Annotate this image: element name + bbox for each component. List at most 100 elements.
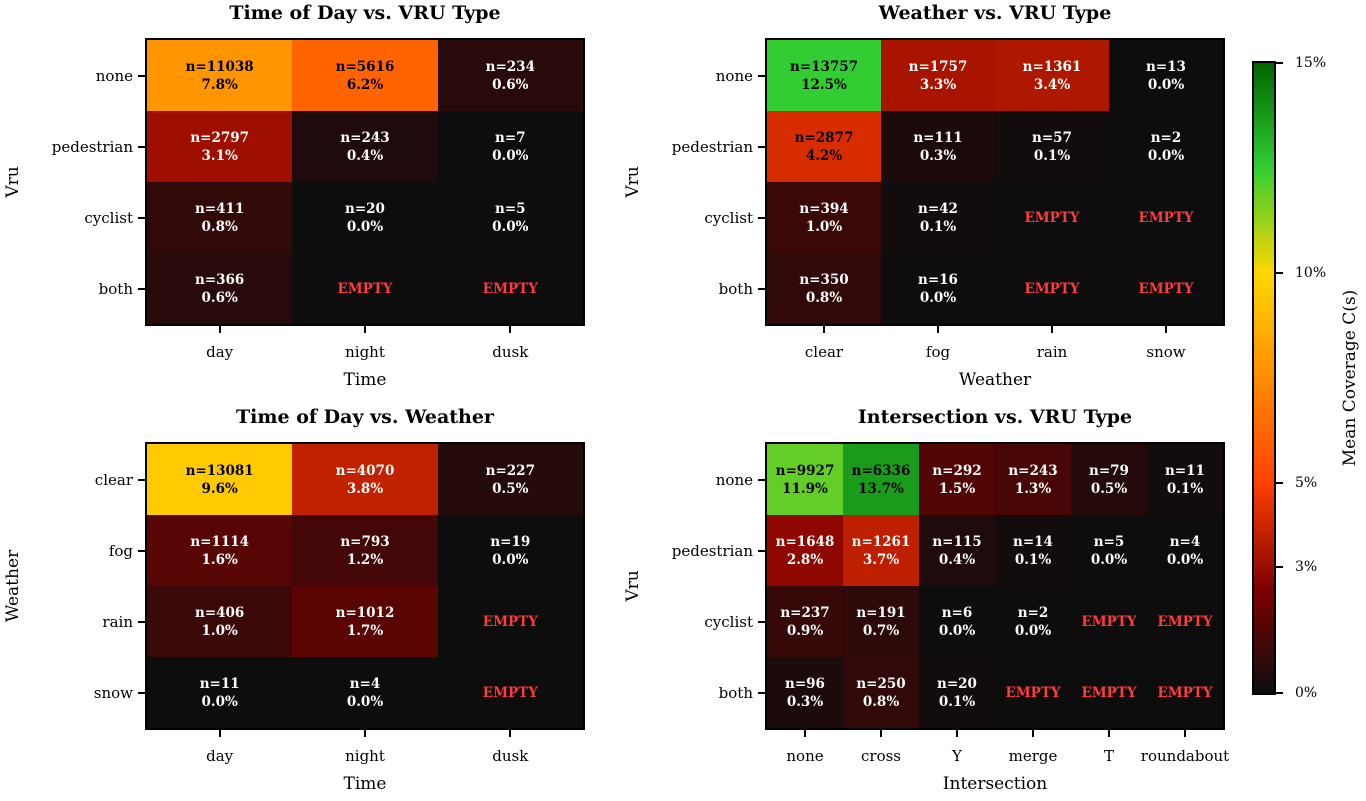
y-tick-label: none: [95, 66, 133, 85]
heatmap-cell: EMPTY: [1109, 182, 1223, 253]
cell-value: 0.1%: [1166, 480, 1204, 497]
heatmap-cell: n=20 0.1%: [919, 657, 995, 728]
cell-value: 1.6%: [201, 551, 238, 568]
cell-value: 0.3%: [786, 693, 824, 710]
x-tick-mark: [804, 730, 806, 737]
cell-count: n=13081: [185, 462, 254, 479]
cell-count: n=115: [932, 533, 982, 550]
y-tick-label: rain: [102, 612, 133, 631]
cell-empty-label: EMPTY: [337, 280, 393, 297]
cell-count: n=20: [345, 200, 385, 217]
heatmap-cell: n=366 0.6%: [147, 253, 293, 324]
x-tick-mark: [1032, 730, 1034, 737]
cell-count: n=227: [485, 462, 535, 479]
cell-count: n=243: [340, 129, 390, 146]
cell-value: 0.0%: [1166, 551, 1204, 568]
cell-count: n=4: [1169, 533, 1201, 550]
y-tick-mark: [758, 74, 765, 77]
cell-count: n=793: [340, 533, 390, 550]
cell-value: 0.0%: [1147, 76, 1185, 93]
cell-value: 0.1%: [1033, 147, 1071, 164]
heatmap-cell: n=1648 2.8%: [767, 515, 843, 586]
y-tick-label: both: [98, 279, 133, 298]
x-tick-mark: [1184, 730, 1186, 737]
cell-count: n=96: [785, 675, 825, 692]
cell-count: n=2: [1150, 129, 1182, 146]
colorbar-tick-label: 15%: [1295, 55, 1327, 71]
cell-count: n=394: [799, 200, 849, 217]
cell-value: 0.8%: [201, 218, 238, 235]
chart-title: Intersection vs. VRU Type: [857, 406, 1133, 428]
heatmap-cell: n=394 1.0%: [767, 182, 881, 253]
cell-count: n=13: [1146, 58, 1186, 75]
y-tick-label: pedestrian: [671, 541, 753, 560]
x-tick-mark: [1165, 326, 1167, 333]
heatmap-cell: n=11 0.0%: [147, 657, 293, 728]
cell-count: n=2797: [190, 129, 250, 146]
x-tick-mark: [509, 730, 512, 737]
colorbar-tick-mark: [1276, 482, 1283, 484]
heatmap-cell: n=4 0.0%: [292, 657, 438, 728]
cell-value: 0.0%: [201, 693, 238, 710]
cell-count: n=234: [485, 58, 535, 75]
x-tick-label: rain: [1036, 343, 1068, 361]
y-tick-mark: [138, 74, 145, 77]
cell-count: n=1361: [1022, 58, 1082, 75]
cell-count: n=191: [856, 604, 906, 621]
cell-count: n=350: [799, 271, 849, 288]
cell-value: 0.1%: [919, 218, 957, 235]
heatmap-cell: EMPTY: [995, 182, 1109, 253]
y-axis-label: Weather: [3, 549, 23, 623]
cell-count: n=1012: [335, 604, 395, 621]
cell-value: 6.2%: [346, 76, 384, 93]
cell-value: 3.4%: [1033, 76, 1071, 93]
cell-value: 0.3%: [919, 147, 957, 164]
x-tick-mark: [364, 326, 366, 333]
cell-value: 0.8%: [805, 289, 843, 306]
cell-count: n=7: [495, 129, 526, 146]
chart-title: Time of Day vs. VRU Type: [229, 2, 501, 24]
heatmap-cell: n=1261 3.7%: [843, 515, 919, 586]
cell-count: n=111: [913, 129, 963, 146]
x-tick-label: dusk: [492, 747, 529, 765]
heatmap-cell: n=9927 11.9%: [767, 444, 843, 515]
heatmap-cell: n=4 0.0%: [1147, 515, 1223, 586]
cell-count: n=9927: [775, 462, 835, 479]
y-tick-label: cyclist: [704, 208, 753, 227]
x-tick-label: dusk: [492, 343, 529, 361]
cell-value: 0.0%: [492, 147, 529, 164]
y-tick-label: none: [715, 470, 753, 489]
heatmap-cell: EMPTY: [292, 253, 438, 324]
heatmap-cell: n=406 1.0%: [147, 586, 293, 657]
cell-empty-label: EMPTY: [1138, 280, 1194, 297]
cell-value: 0.6%: [201, 289, 238, 306]
heatmap-cell: EMPTY: [1071, 586, 1147, 657]
cell-value: 1.0%: [201, 622, 238, 639]
heatmap-cell: n=4070 3.8%: [292, 444, 438, 515]
x-tick-label: cross: [861, 747, 901, 765]
heatmap-cell: n=20 0.0%: [292, 182, 438, 253]
cell-empty-label: EMPTY: [1081, 613, 1137, 630]
heatmap-cell: n=115 0.4%: [919, 515, 995, 586]
heatmap-cell: n=11038 7.8%: [147, 40, 293, 111]
colorbar-tick-mark: [1276, 272, 1283, 274]
cell-count: n=11038: [185, 58, 254, 75]
y-tick-label: none: [715, 66, 753, 85]
heatmap-cell: EMPTY: [995, 253, 1109, 324]
cell-value: 0.0%: [492, 218, 529, 235]
cell-value: 0.5%: [1090, 480, 1128, 497]
cell-empty-label: EMPTY: [482, 280, 538, 297]
cell-empty-label: EMPTY: [1005, 684, 1061, 701]
colorbar-tick-label: 0%: [1295, 685, 1318, 701]
cell-value: 1.5%: [938, 480, 976, 497]
y-tick-label: pedestrian: [51, 137, 133, 156]
chart-title: Time of Day vs. Weather: [236, 406, 494, 428]
heatmap-cell: n=793 1.2%: [292, 515, 438, 586]
y-tick-label: cyclist: [84, 208, 133, 227]
y-tick-label: both: [718, 683, 753, 702]
heatmap-cell: n=411 0.8%: [147, 182, 293, 253]
heatmap-cell: n=2877 4.2%: [767, 111, 881, 182]
cell-value: 12.5%: [801, 76, 847, 93]
x-tick-mark: [364, 730, 366, 737]
cell-count: n=19: [490, 533, 531, 550]
